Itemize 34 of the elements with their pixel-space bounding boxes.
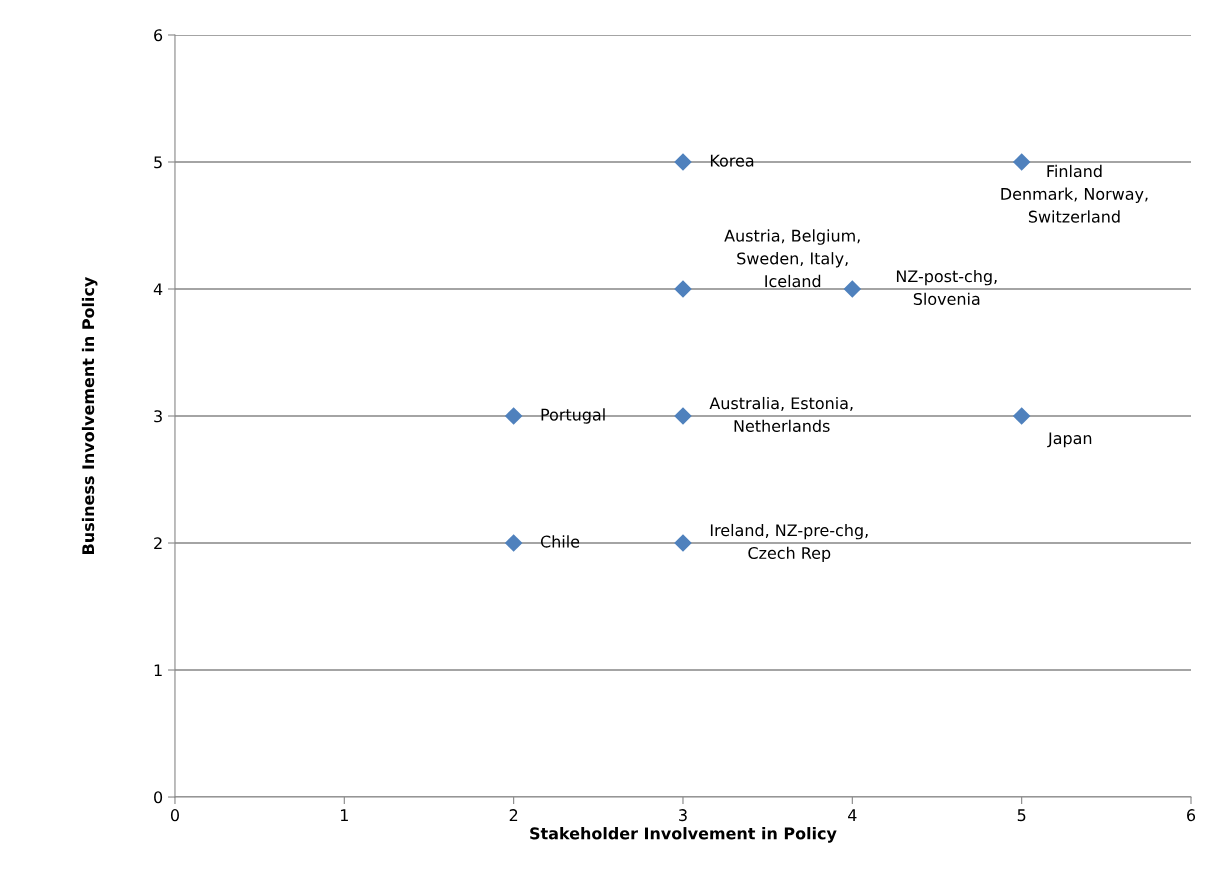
y-tick-label: 4 — [153, 283, 163, 296]
x-tick-label: 5 — [1017, 809, 1026, 822]
annotation: Ireland, NZ-pre-chg, Czech Rep — [710, 523, 868, 563]
x-tick-label: 3 — [679, 809, 687, 822]
point — [674, 534, 692, 552]
x-axis-title: Stakeholder Involvement in Policy — [530, 827, 837, 843]
x-tick-label: 2 — [509, 809, 518, 821]
point — [504, 407, 523, 425]
y-tick-label: 6 — [154, 29, 163, 42]
y-tick-label: 0 — [154, 791, 163, 804]
y-tick-label: 2 — [154, 537, 162, 550]
point — [1012, 407, 1031, 425]
y-tick-label: 1 — [154, 664, 162, 677]
point — [674, 153, 692, 171]
y-axis-title: Business Involvement in Policy — [81, 276, 98, 554]
y-tick-label: 3 — [154, 410, 162, 423]
point — [843, 280, 862, 298]
annotation: Austria, Belgium, Sweden, Italy, Iceland — [724, 229, 860, 288]
point — [674, 407, 692, 425]
point — [674, 280, 692, 298]
x-tick-label: 6 — [1187, 809, 1196, 822]
x-tick-label: 0 — [170, 809, 179, 822]
annotation: Korea — [710, 154, 754, 167]
point — [1012, 153, 1031, 171]
annotation: Finland Denmark, Norway, Switzerland — [1001, 164, 1148, 223]
annotation: Portugal — [541, 408, 605, 424]
x-tick-label: 1 — [340, 809, 348, 821]
annotation: Japan — [1047, 432, 1092, 448]
point — [504, 534, 523, 552]
annotation: Chile — [540, 535, 580, 548]
y-tick-label: 5 — [154, 156, 162, 169]
annotation: Australia, Estonia, Netherlands — [709, 396, 853, 433]
annotation: NZ-post-chg, Slovenia — [896, 269, 997, 306]
x-tick-label: 4 — [848, 809, 857, 821]
